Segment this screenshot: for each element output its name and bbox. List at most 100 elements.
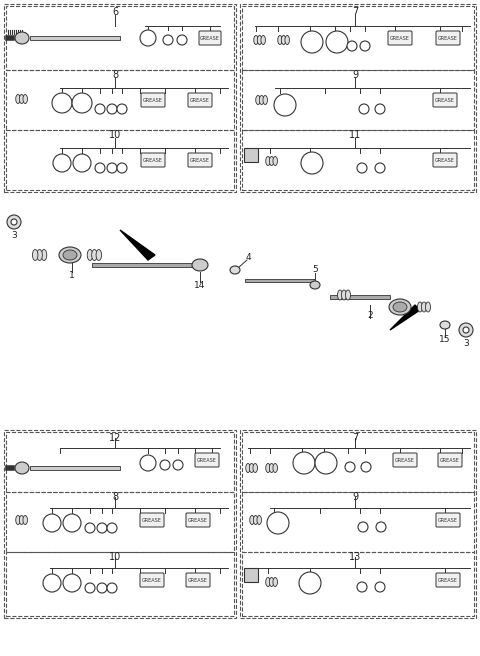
Ellipse shape — [263, 96, 267, 104]
Ellipse shape — [393, 302, 407, 312]
Circle shape — [360, 41, 370, 51]
Ellipse shape — [266, 577, 270, 586]
Circle shape — [315, 452, 337, 474]
Bar — [244, 568, 258, 582]
Ellipse shape — [266, 157, 270, 165]
Ellipse shape — [59, 247, 81, 263]
Ellipse shape — [96, 249, 102, 260]
Ellipse shape — [15, 462, 29, 474]
Text: GREASE: GREASE — [188, 518, 208, 522]
FancyBboxPatch shape — [436, 31, 460, 45]
Bar — [30, 466, 120, 470]
Polygon shape — [120, 230, 155, 260]
Text: GREASE: GREASE — [440, 457, 460, 462]
FancyBboxPatch shape — [438, 453, 462, 467]
Ellipse shape — [92, 249, 97, 260]
Text: GREASE: GREASE — [143, 98, 163, 102]
Circle shape — [293, 452, 315, 474]
Circle shape — [299, 572, 321, 594]
Circle shape — [43, 514, 61, 532]
Ellipse shape — [269, 464, 274, 472]
Text: GREASE: GREASE — [142, 577, 162, 583]
Ellipse shape — [253, 464, 257, 472]
Text: 15: 15 — [439, 335, 451, 344]
Circle shape — [140, 30, 156, 46]
Circle shape — [358, 522, 368, 532]
Ellipse shape — [257, 35, 262, 45]
Text: 2: 2 — [367, 310, 373, 319]
FancyBboxPatch shape — [188, 93, 212, 107]
Circle shape — [63, 514, 81, 532]
Ellipse shape — [249, 464, 254, 472]
FancyBboxPatch shape — [436, 573, 460, 587]
Ellipse shape — [250, 516, 254, 525]
Circle shape — [361, 462, 371, 472]
Text: 9: 9 — [352, 70, 358, 80]
Polygon shape — [390, 305, 420, 330]
Ellipse shape — [273, 577, 277, 586]
Ellipse shape — [337, 290, 343, 300]
Ellipse shape — [19, 94, 24, 104]
Ellipse shape — [421, 302, 427, 312]
Ellipse shape — [19, 516, 24, 525]
Text: 3: 3 — [11, 230, 17, 239]
Circle shape — [357, 582, 367, 592]
Circle shape — [359, 104, 369, 114]
Bar — [30, 36, 120, 40]
Text: 5: 5 — [312, 266, 318, 274]
Circle shape — [117, 163, 127, 173]
FancyBboxPatch shape — [393, 453, 417, 467]
Ellipse shape — [281, 35, 286, 45]
Circle shape — [463, 327, 469, 333]
Circle shape — [7, 215, 21, 229]
Circle shape — [375, 104, 385, 114]
FancyBboxPatch shape — [195, 453, 219, 467]
Text: GREASE: GREASE — [143, 157, 163, 163]
Text: 3: 3 — [463, 338, 469, 348]
FancyBboxPatch shape — [141, 93, 165, 107]
Circle shape — [85, 583, 95, 593]
Ellipse shape — [23, 516, 27, 525]
Circle shape — [163, 35, 173, 45]
Ellipse shape — [33, 249, 38, 260]
Text: 10: 10 — [109, 130, 121, 140]
Text: GREASE: GREASE — [190, 157, 210, 163]
FancyBboxPatch shape — [436, 513, 460, 527]
Circle shape — [326, 31, 348, 53]
Text: 14: 14 — [194, 281, 206, 289]
Ellipse shape — [418, 302, 422, 312]
Circle shape — [97, 583, 107, 593]
Ellipse shape — [285, 35, 289, 45]
Circle shape — [73, 154, 91, 172]
Ellipse shape — [269, 157, 274, 165]
Circle shape — [274, 94, 296, 116]
FancyBboxPatch shape — [186, 573, 210, 587]
Text: 6: 6 — [112, 7, 118, 17]
Ellipse shape — [346, 290, 350, 300]
Ellipse shape — [253, 516, 258, 525]
Text: GREASE: GREASE — [188, 577, 208, 583]
FancyBboxPatch shape — [140, 573, 164, 587]
Ellipse shape — [278, 35, 282, 45]
Text: 1: 1 — [69, 270, 75, 279]
Circle shape — [53, 154, 71, 172]
Text: GREASE: GREASE — [438, 577, 458, 583]
Ellipse shape — [261, 35, 265, 45]
Ellipse shape — [257, 516, 262, 525]
Circle shape — [85, 523, 95, 533]
FancyBboxPatch shape — [141, 153, 165, 167]
Circle shape — [117, 104, 127, 114]
Circle shape — [459, 323, 473, 337]
Ellipse shape — [273, 157, 277, 165]
Text: GREASE: GREASE — [197, 457, 217, 462]
Ellipse shape — [389, 299, 411, 315]
Circle shape — [160, 460, 170, 470]
Circle shape — [140, 455, 156, 471]
Circle shape — [177, 35, 187, 45]
Text: 12: 12 — [109, 433, 121, 443]
Text: 4: 4 — [245, 253, 251, 262]
FancyBboxPatch shape — [186, 513, 210, 527]
Circle shape — [301, 152, 323, 174]
Circle shape — [347, 41, 357, 51]
Circle shape — [301, 31, 323, 53]
